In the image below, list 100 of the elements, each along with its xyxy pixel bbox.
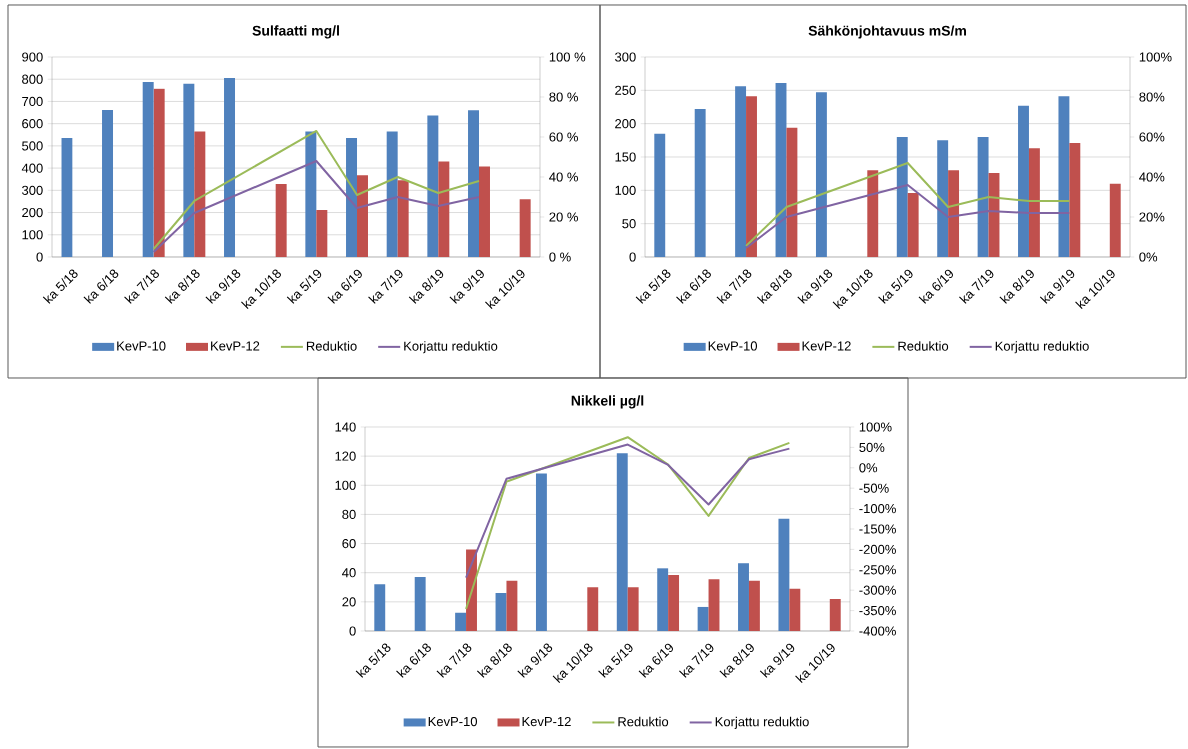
- bar: [748, 580, 760, 631]
- bar: [479, 166, 490, 257]
- y-tick-label: 250: [615, 85, 636, 95]
- x-tick-label: ka 8/18: [164, 269, 200, 304]
- bar: [587, 587, 599, 631]
- bar: [61, 138, 73, 257]
- line-series: [152, 159, 481, 253]
- chart-title: Sähkönjohtavuus mS/m: [808, 25, 966, 39]
- y2-tick-label: 50%: [859, 442, 885, 452]
- y2-tick-label: 80%: [1139, 92, 1165, 102]
- bar: [183, 83, 195, 257]
- y-tick-label: 100: [615, 185, 636, 195]
- y2-tick-label: 80 %: [549, 92, 578, 102]
- x-tick-label: ka 6/19: [638, 643, 674, 678]
- y-tick-label: 120: [335, 451, 356, 461]
- bar: [735, 86, 747, 257]
- y-tick-label: 300: [615, 52, 636, 62]
- bar: [535, 473, 547, 631]
- line-series: [745, 183, 1071, 249]
- y-tick-label: 100: [335, 480, 356, 490]
- x-tick-label: ka 9/19: [449, 269, 484, 304]
- y2-tick-label: 0 %: [549, 252, 571, 262]
- bar: [654, 133, 666, 257]
- bar: [397, 180, 409, 257]
- x-tick-label: ka 5/18: [42, 269, 78, 304]
- y2-tick-label: 20 %: [549, 212, 578, 222]
- x-tick-label: ka 5/18: [355, 643, 391, 678]
- x-tick-label: ka 6/18: [676, 269, 711, 304]
- y2-tick-label: -400%: [859, 626, 896, 636]
- bar: [468, 110, 480, 257]
- bar: [224, 77, 236, 257]
- y-tick-label: 0: [629, 252, 636, 262]
- legend-label: KevP-10: [428, 716, 478, 727]
- bar: [305, 131, 317, 257]
- legend-label: Reduktio: [898, 341, 949, 351]
- bar: [455, 612, 467, 631]
- x-tick-label: ka 6/19: [327, 269, 362, 304]
- legend-label: KevP-12: [211, 341, 260, 351]
- legend-label: Korjattu reduktio: [404, 341, 498, 354]
- x-tick-label: ka 7/18: [716, 269, 752, 304]
- bar: [977, 136, 989, 257]
- y-tick-label: 140: [335, 422, 356, 432]
- x-tick-label: ka 5/18: [635, 269, 671, 304]
- y2-tick-label: -50%: [859, 483, 889, 493]
- bar: [867, 170, 879, 257]
- x-tick-label: ka 7/18: [436, 643, 472, 678]
- line-series: [465, 443, 791, 579]
- legend-label: Reduktio: [618, 716, 669, 727]
- bar: [627, 587, 639, 631]
- bar: [1028, 148, 1040, 257]
- y-tick-label: 40: [342, 568, 356, 578]
- y-tick-label: 0: [349, 626, 356, 636]
- chart-title: Nikkeli µg/l: [571, 395, 644, 409]
- bar: [738, 563, 749, 631]
- bar: [697, 606, 709, 631]
- y-tick-label: 200: [22, 207, 43, 218]
- bar: [427, 115, 439, 257]
- y-tick-label: 500: [22, 141, 43, 151]
- x-tick-label: ka 6/18: [396, 643, 431, 678]
- legend-label: Reduktio: [306, 341, 357, 351]
- y2-tick-label: 100%: [1139, 52, 1172, 62]
- bar: [357, 175, 368, 257]
- x-tick-label: ka 7/19: [959, 269, 994, 304]
- legend-label: KevP-10: [708, 341, 758, 351]
- legend-label: KevP-12: [522, 716, 571, 727]
- bar: [194, 131, 206, 257]
- bar: [386, 131, 398, 257]
- bar: [438, 161, 450, 257]
- x-tick-label: ka 6/19: [918, 269, 954, 304]
- y2-tick-label: 20%: [1139, 212, 1165, 222]
- bar: [746, 96, 757, 257]
- y2-tick-label: -100%: [859, 503, 896, 514]
- legend-label: KevP-10: [117, 341, 166, 351]
- legend-label: Korjattu reduktio: [995, 341, 1089, 354]
- bar: [1109, 183, 1121, 257]
- y-tick-label: 100: [22, 230, 43, 240]
- bar: [778, 518, 790, 631]
- x-tick-label: ka 7/19: [679, 643, 714, 678]
- bar: [694, 108, 706, 257]
- bar: [275, 184, 287, 257]
- x-tick-label: ka 8/18: [756, 269, 792, 304]
- bar: [316, 209, 328, 257]
- bar: [414, 577, 426, 631]
- y-tick-label: 700: [22, 96, 43, 107]
- bar: [1069, 142, 1081, 257]
- y-tick-label: 900: [22, 52, 43, 62]
- bar: [1018, 105, 1029, 257]
- y-tick-label: 0: [36, 252, 43, 262]
- y2-tick-label: -350%: [859, 605, 896, 616]
- x-tick-label: ka 9/19: [759, 643, 795, 678]
- y2-tick-label: 0%: [859, 463, 878, 473]
- line-series: [745, 161, 1071, 247]
- bar: [142, 81, 154, 257]
- y-tick-label: 400: [21, 163, 43, 173]
- bar: [896, 136, 908, 257]
- bar: [1058, 96, 1070, 257]
- bar: [708, 579, 720, 631]
- y-tick-label: 800: [22, 74, 43, 84]
- x-tick-label: ka 5/19: [598, 643, 633, 678]
- y-tick-label: 200: [615, 119, 636, 129]
